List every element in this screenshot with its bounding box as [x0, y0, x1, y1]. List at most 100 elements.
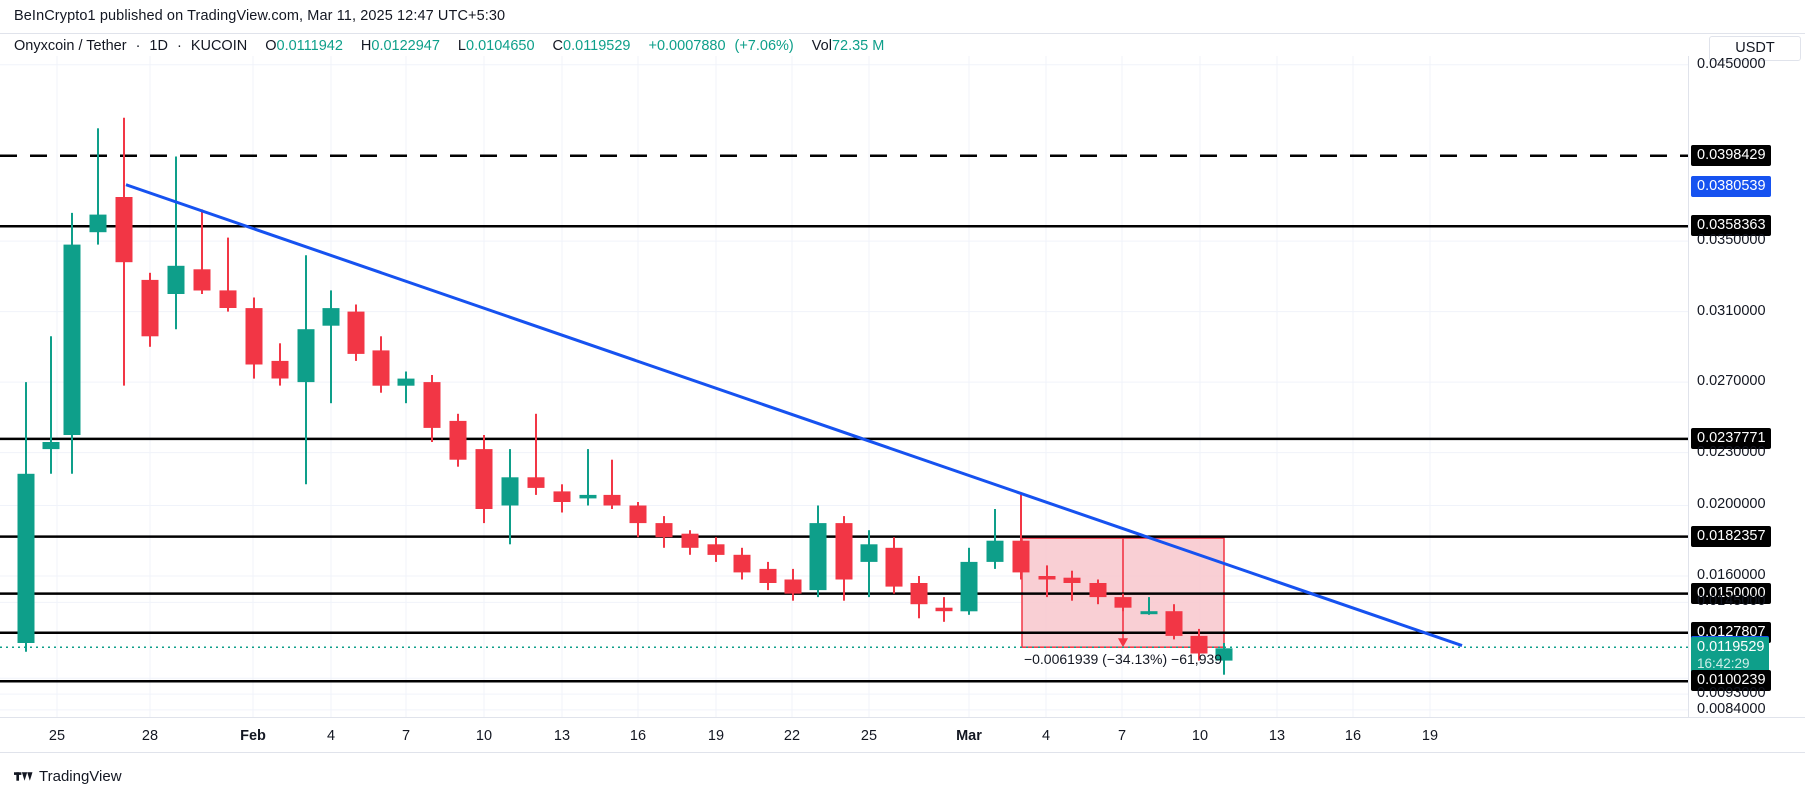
legend-high-value: 0.0122947 — [371, 38, 440, 54]
candle — [1190, 635, 1208, 654]
candle — [1114, 597, 1132, 608]
chart-plot-area[interactable] — [0, 56, 1688, 717]
candle — [655, 523, 673, 538]
time-tick-label: 7 — [401, 728, 411, 744]
candle — [372, 350, 390, 386]
candle — [167, 265, 185, 294]
price-tick-label: 0.0160000 — [1697, 566, 1766, 583]
candle — [449, 420, 467, 460]
price-tick-label: 0.0310000 — [1697, 302, 1766, 319]
countdown-timer: 16:42:29 — [1697, 656, 1750, 672]
price-level-label[interactable]: 0.0358363 — [1691, 215, 1771, 237]
tradingview-brand-text: TradingView — [39, 768, 122, 785]
time-tick-label: 28 — [141, 728, 159, 744]
price-level-label[interactable]: 0.0182357 — [1691, 525, 1771, 547]
candle — [579, 494, 597, 499]
candle — [860, 544, 878, 562]
legend-change-absolute: +0.0007880 — [648, 38, 726, 54]
time-tick-label: 10 — [1191, 728, 1209, 744]
legend-open-value: 0.0111942 — [276, 38, 343, 54]
candle — [1165, 611, 1183, 636]
candlestick-svg — [0, 56, 1688, 717]
current-price-label[interactable]: 0.0119529 16:42:29 — [1691, 637, 1770, 675]
candlesticks — [17, 117, 1233, 675]
candle — [885, 547, 903, 587]
legend-interval[interactable]: 1D — [149, 38, 168, 54]
legend-close-key: C — [552, 38, 564, 54]
chart-legend: Onyxcoin / Tether · 1D · KUCOIN O 0.01119… — [14, 38, 884, 54]
candle — [681, 533, 699, 548]
time-tick-label: 16 — [629, 728, 647, 744]
legend-change-percent: (+7.06%) — [734, 38, 794, 54]
candle — [1140, 611, 1158, 615]
price-tick-label: 0.0145000 — [1697, 593, 1766, 610]
legend-low-value: 0.0104650 — [466, 38, 535, 54]
highlighted-price-label[interactable]: 0.0380539 — [1691, 176, 1771, 198]
price-level-label[interactable]: 0.0100239 — [1691, 670, 1771, 692]
time-tick-label: 16 — [1344, 728, 1362, 744]
candle — [935, 607, 953, 612]
candle — [245, 308, 263, 365]
candle — [553, 491, 571, 502]
candle — [1038, 576, 1056, 580]
legend-close-value: 0.0119529 — [563, 38, 631, 54]
legend-dot-2: · — [176, 38, 182, 54]
candle — [910, 583, 928, 605]
time-tick-label: 25 — [48, 728, 66, 744]
candle — [603, 494, 621, 506]
time-tick-label: Feb — [240, 728, 266, 744]
legend-low-key: L — [457, 38, 466, 54]
tradingview-logo-icon — [14, 772, 33, 781]
price-tick-label: 0.0084000 — [1697, 700, 1766, 717]
candle — [707, 544, 725, 555]
price-axis[interactable]: 0.0450000 0.0398429 0.0380539 0.0358363 0.03… — [1688, 56, 1805, 717]
candle — [141, 279, 159, 337]
legend-symbol[interactable]: Onyxcoin / Tether — [14, 38, 127, 54]
candle — [1215, 648, 1233, 661]
candle — [115, 197, 133, 263]
time-axis[interactable]: 25 28 Feb 4 7 10 13 16 19 22 25 Mar 4 7 10 13 16 19 — [0, 717, 1805, 753]
price-tick-label: 0.0093000 — [1697, 685, 1766, 702]
candle — [322, 308, 340, 326]
time-tick-label: 19 — [1421, 728, 1439, 744]
time-tick-label: 7 — [1117, 728, 1127, 744]
candle — [629, 505, 647, 524]
candle — [986, 540, 1004, 562]
legend-open-key: O — [265, 38, 277, 54]
price-level-label[interactable]: 0.0150000 — [1691, 582, 1771, 604]
legend-volume-key: Vol — [811, 38, 832, 54]
candle — [423, 382, 441, 428]
candle — [219, 290, 237, 308]
tradingview-footer: TradingView — [14, 768, 122, 785]
legend-dot-1: · — [135, 38, 141, 54]
candle — [193, 269, 211, 291]
candle — [809, 523, 827, 591]
candle — [784, 579, 802, 594]
price-level-label[interactable]: 0.0237771 — [1691, 427, 1771, 449]
candle — [759, 568, 777, 583]
price-tick-label: 0.0230000 — [1697, 443, 1766, 460]
legend-volume-value: 72.35 M — [831, 38, 885, 54]
candle — [733, 554, 751, 573]
candle — [1089, 583, 1107, 598]
candle — [89, 214, 107, 233]
time-tick-label: 13 — [1268, 728, 1286, 744]
price-tick-label: 0.0270000 — [1697, 373, 1766, 390]
legend-divider — [0, 33, 1805, 34]
candle — [347, 311, 365, 354]
candle — [1063, 577, 1081, 583]
candle — [17, 473, 35, 643]
candle — [397, 378, 415, 386]
candle — [960, 561, 978, 612]
time-tick-label: 10 — [475, 728, 493, 744]
time-tick-label: Mar — [956, 728, 982, 744]
currency-badge[interactable]: USDT — [1709, 36, 1801, 61]
time-tick-label: 22 — [783, 728, 801, 744]
price-tick-label: 0.0350000 — [1697, 232, 1766, 249]
price-level-label[interactable]: 0.0398429 — [1691, 144, 1771, 166]
time-tick-label: 4 — [1041, 728, 1051, 744]
legend-exchange[interactable]: KUCOIN — [190, 38, 248, 54]
attribution-text: BeInCrypto1 published on TradingView.com… — [14, 8, 506, 24]
measurement-label: −0.0061939 (−34.13%) −61,939 — [1023, 651, 1223, 668]
